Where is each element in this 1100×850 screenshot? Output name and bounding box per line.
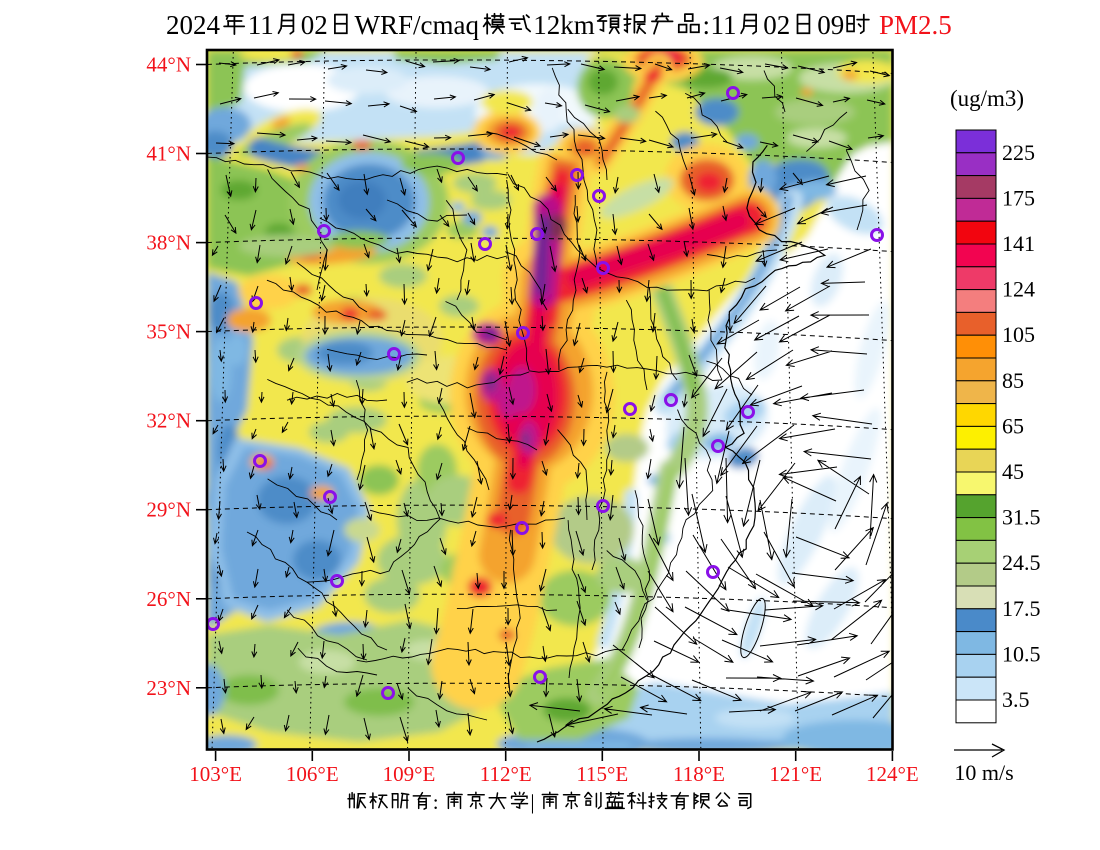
svg-text:115°E: 115°E [576,762,628,786]
svg-text:PM2.5: PM2.5 [879,10,952,40]
svg-text:65: 65 [1002,413,1024,438]
svg-text:09: 09 [817,10,844,40]
svg-text:10 m/s: 10 m/s [954,760,1013,785]
svg-text:85: 85 [1002,368,1024,393]
svg-text:24.5: 24.5 [1002,550,1041,575]
svg-text:121°E: 121°E [769,762,822,786]
svg-text:2024: 2024 [166,10,221,40]
svg-text:105: 105 [1002,322,1035,347]
svg-text:29°N: 29°N [146,498,191,522]
svg-text:225: 225 [1002,140,1035,165]
svg-text:38°N: 38°N [146,231,191,255]
svg-text:41°N: 41°N [146,142,191,166]
svg-text::: : [703,10,711,40]
svg-text:3.5: 3.5 [1002,687,1030,712]
svg-text:02: 02 [763,10,790,40]
svg-text:106°E: 106°E [286,762,339,786]
svg-text:45: 45 [1002,459,1024,484]
svg-text:124: 124 [1002,277,1035,302]
svg-text::: : [433,790,439,814]
svg-text:124°E: 124°E [866,762,919,786]
svg-text:44°N: 44°N [146,53,191,77]
svg-text:10.5: 10.5 [1002,641,1041,666]
svg-text:|: | [530,790,534,814]
svg-text:17.5: 17.5 [1002,596,1041,621]
svg-text:103°E: 103°E [189,762,242,786]
svg-text:35°N: 35°N [146,320,191,344]
svg-text:31.5: 31.5 [1002,505,1041,530]
svg-text:02: 02 [301,10,328,40]
svg-text:175: 175 [1002,185,1035,210]
svg-text:118°E: 118°E [673,762,725,786]
svg-text:32°N: 32°N [146,409,191,433]
svg-text:WRF/cmaq: WRF/cmaq [355,10,480,40]
svg-text:11: 11 [711,10,737,40]
svg-text:12km: 12km [533,10,595,40]
svg-text:112°E: 112°E [480,762,532,786]
svg-text:141: 141 [1002,231,1035,256]
svg-text:(ug/m3): (ug/m3) [950,86,1024,111]
svg-text:26°N: 26°N [146,587,191,611]
svg-text:23°N: 23°N [146,676,191,700]
svg-text:109°E: 109°E [383,762,436,786]
svg-text:11: 11 [248,10,274,40]
